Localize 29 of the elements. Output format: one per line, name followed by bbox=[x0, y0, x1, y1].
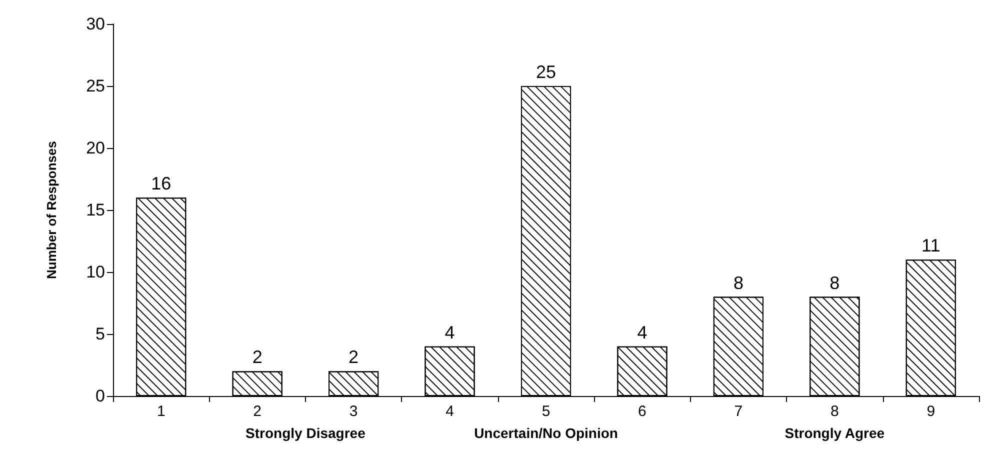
y-tick-label: 25 bbox=[86, 76, 105, 96]
x-tick-label: 3 bbox=[349, 403, 358, 420]
data-label: 8 bbox=[733, 272, 744, 293]
x-tick-label: 4 bbox=[446, 403, 454, 420]
x-tick-label: 7 bbox=[734, 403, 743, 420]
y-axis-title: Number of Responses bbox=[44, 141, 59, 279]
y-tick-label: 20 bbox=[86, 138, 105, 158]
data-label: 2 bbox=[348, 347, 359, 368]
x-tick-label: 5 bbox=[542, 403, 550, 420]
x-tick-label: 1 bbox=[156, 403, 166, 420]
data-label: 4 bbox=[637, 322, 648, 342]
y-tick-label: 10 bbox=[86, 262, 105, 282]
x-tick-label: 8 bbox=[830, 403, 839, 420]
y-tick-label: 0 bbox=[96, 386, 105, 406]
y-tick-label: 5 bbox=[96, 324, 105, 344]
text: Strongly Agree bbox=[784, 425, 885, 441]
text: Strongly Disagree bbox=[246, 425, 366, 441]
y-tick-label: 30 bbox=[86, 14, 105, 34]
data-label: 16 bbox=[151, 174, 172, 194]
x-tick-label: 6 bbox=[638, 403, 646, 420]
data-label: 8 bbox=[830, 272, 840, 293]
data-label: 25 bbox=[536, 62, 556, 82]
x-tick-label: 9 bbox=[926, 403, 936, 420]
y-tick-label: 15 bbox=[86, 200, 105, 220]
data-label: 11 bbox=[922, 236, 940, 256]
data-label: 2 bbox=[252, 347, 262, 368]
text: Uncertain/No Opinion bbox=[474, 425, 618, 441]
data-label: 4 bbox=[444, 322, 455, 342]
x-tick-label: 2 bbox=[253, 403, 262, 420]
